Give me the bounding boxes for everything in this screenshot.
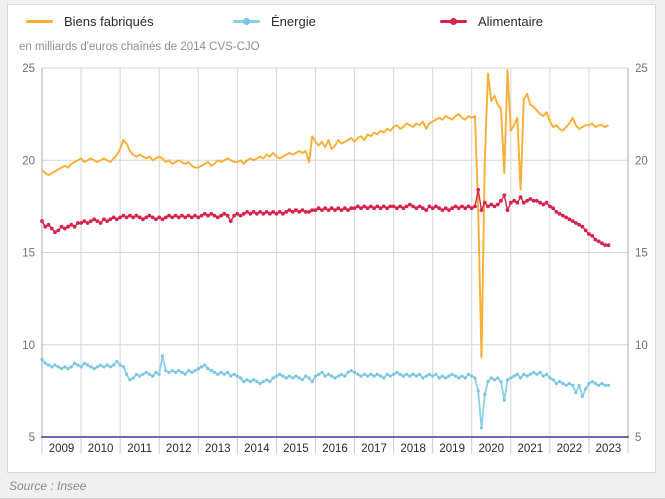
x-axis-year-label: 2016 (322, 443, 348, 455)
y-axis-label-left: 10 (22, 340, 35, 352)
x-axis-year-label: 2019 (439, 443, 465, 455)
y-axis-label-left: 15 (22, 248, 35, 260)
x-axis-year-label: 2011 (127, 443, 152, 455)
legend-item-energie[interactable]: Énergie (233, 14, 440, 29)
series-markers-energie (40, 354, 611, 430)
x-axis-year-label: 2022 (557, 443, 583, 455)
legend-label: Alimentaire (478, 14, 544, 29)
x-axis-year-label: 2020 (478, 443, 504, 455)
legend-label: Énergie (271, 14, 316, 29)
y-axis-label-right: 10 (635, 340, 648, 352)
x-axis-year-label: 2012 (166, 443, 192, 455)
x-axis-year-label: 2014 (244, 443, 270, 455)
series-line-biens-fabriques (41, 68, 609, 359)
x-axis-year-label: 2010 (88, 443, 114, 455)
y-axis-label-right: 25 (635, 63, 648, 75)
series-markers-alimentaire (40, 187, 611, 248)
y-axis-label-left: 25 (22, 63, 35, 75)
y-axis-label-left: 5 (29, 432, 35, 444)
legend-label: Biens fabriqués (64, 14, 154, 29)
x-axis-year-label: 2017 (361, 443, 387, 455)
chart-unit-subtitle: en milliards d'euros chaînés de 2014 CVS… (19, 41, 260, 53)
x-axis-year-label: 2015 (283, 443, 309, 455)
chart-legend: Biens fabriqués Énergie Alimentaire (26, 14, 647, 29)
x-axis-year-label: 2021 (518, 443, 544, 455)
legend-item-biens-fabriques[interactable]: Biens fabriqués (26, 14, 233, 29)
line-dot-swatch-icon (440, 17, 467, 26)
y-axis-label-left: 20 (22, 155, 35, 167)
chart-card: Biens fabriqués Énergie Alimentaire en m… (7, 4, 656, 473)
x-axis-year-label: 2023 (596, 443, 622, 455)
x-axis-year-label: 2018 (400, 443, 426, 455)
x-axis-year-label: 2009 (49, 443, 75, 455)
series-line-energie (41, 354, 609, 429)
y-axis-label-right: 5 (635, 432, 641, 444)
y-axis-label-right: 15 (635, 248, 648, 260)
y-axis-label-right: 20 (635, 155, 648, 167)
line-swatch-icon (26, 17, 53, 26)
source-caption: Source : Insee (9, 479, 87, 493)
legend-item-alimentaire[interactable]: Alimentaire (440, 14, 647, 29)
x-axis-year-label: 2013 (205, 443, 231, 455)
line-dot-swatch-icon (233, 17, 260, 26)
